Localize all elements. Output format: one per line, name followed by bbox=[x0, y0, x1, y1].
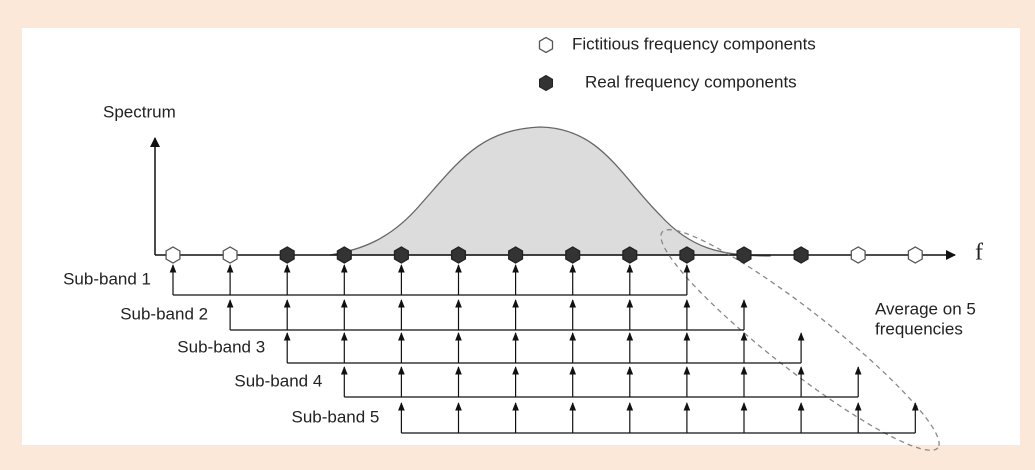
real-point bbox=[279, 246, 295, 264]
real-point bbox=[450, 246, 467, 264]
subband-label: Sub-band 3 bbox=[177, 337, 265, 356]
real-point bbox=[336, 246, 352, 264]
annotation: frequencies bbox=[875, 319, 963, 338]
fictitious-point bbox=[222, 246, 238, 264]
subband-label: Sub-band 5 bbox=[291, 407, 379, 426]
real-point bbox=[679, 246, 695, 264]
fictitious-point bbox=[850, 246, 866, 264]
legend-symbol bbox=[539, 74, 553, 92]
real-point bbox=[565, 246, 581, 264]
real-point bbox=[508, 246, 524, 264]
legend-label: Fictitious frequency components bbox=[572, 34, 816, 53]
real-point bbox=[793, 246, 809, 264]
subband-label: Sub-band 2 bbox=[120, 304, 208, 323]
real-point bbox=[736, 246, 752, 264]
fictitious-point bbox=[907, 246, 923, 264]
real-point bbox=[622, 246, 638, 264]
legend: Fictitious frequency components Real fre… bbox=[572, 34, 816, 91]
y-axis-label: Spectrum bbox=[103, 102, 176, 121]
fictitious-point bbox=[165, 246, 181, 264]
real-point bbox=[393, 246, 409, 264]
x-axis-label: f bbox=[975, 240, 983, 266]
legend-symbol bbox=[538, 36, 554, 54]
subband-label: Sub-band 1 bbox=[63, 269, 151, 288]
annotation: Average on 5 bbox=[875, 299, 976, 318]
spectrum-curve bbox=[329, 126, 771, 257]
legend-label: Real frequency components bbox=[585, 72, 797, 91]
subband-label: Sub-band 4 bbox=[234, 371, 322, 390]
